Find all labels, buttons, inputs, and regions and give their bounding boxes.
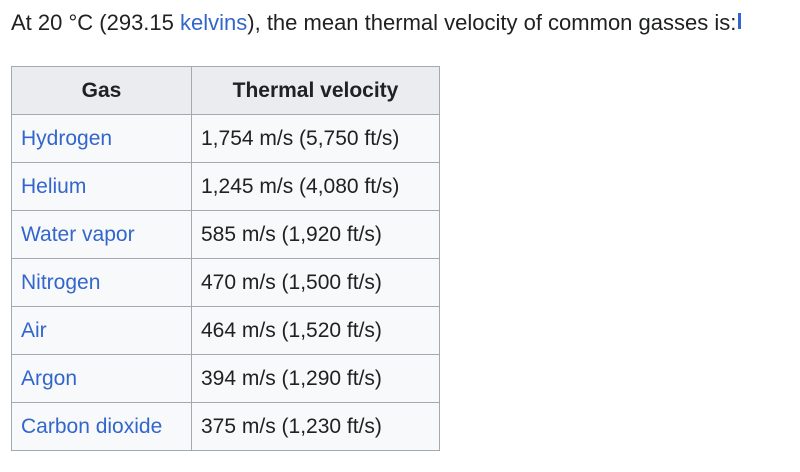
table-header-row: Gas Thermal velocity (11, 66, 440, 115)
table-row: Hydrogen 1,754 m/s (5,750 ft/s) (11, 114, 440, 163)
gas-link[interactable]: Nitrogen (11, 258, 192, 307)
gas-link[interactable]: Argon (11, 354, 192, 403)
gas-link[interactable]: Hydrogen (11, 114, 192, 163)
velocity-column-header: Thermal velocity (191, 66, 440, 115)
thermal-velocity-table: Gas Thermal velocity Hydrogen 1,754 m/s … (11, 66, 440, 451)
table-row: Air 464 m/s (1,520 ft/s) (11, 306, 440, 355)
gas-column-header: Gas (11, 66, 192, 115)
velocity-cell: 1,754 m/s (5,750 ft/s) (191, 114, 440, 163)
kelvins-link[interactable]: kelvins (180, 10, 248, 35)
table-row: Water vapor 585 m/s (1,920 ft/s) (11, 210, 440, 259)
gas-link[interactable]: Water vapor (11, 210, 192, 259)
velocity-cell: 464 m/s (1,520 ft/s) (191, 306, 440, 355)
table-row: Helium 1,245 m/s (4,080 ft/s) (11, 162, 440, 211)
table-row: Argon 394 m/s (1,290 ft/s) (11, 354, 440, 403)
intro-paragraph: At 20 °C (293.15 kelvins), the mean ther… (11, 8, 742, 38)
velocity-cell: 470 m/s (1,500 ft/s) (191, 258, 440, 307)
velocity-cell: 1,245 m/s (4,080 ft/s) (191, 162, 440, 211)
gas-link[interactable]: Helium (11, 162, 192, 211)
citation-marker[interactable] (738, 13, 742, 29)
intro-suffix: ), the mean thermal velocity of common g… (247, 10, 737, 35)
table-row: Nitrogen 470 m/s (1,500 ft/s) (11, 258, 440, 307)
velocity-cell: 585 m/s (1,920 ft/s) (191, 210, 440, 259)
gas-link[interactable]: Carbon dioxide (11, 402, 192, 451)
gas-link[interactable]: Air (11, 306, 192, 355)
intro-prefix: At 20 °C (293.15 (11, 10, 181, 35)
table-row: Carbon dioxide 375 m/s (1,230 ft/s) (11, 402, 440, 451)
velocity-cell: 394 m/s (1,290 ft/s) (191, 354, 440, 403)
velocity-cell: 375 m/s (1,230 ft/s) (191, 402, 440, 451)
